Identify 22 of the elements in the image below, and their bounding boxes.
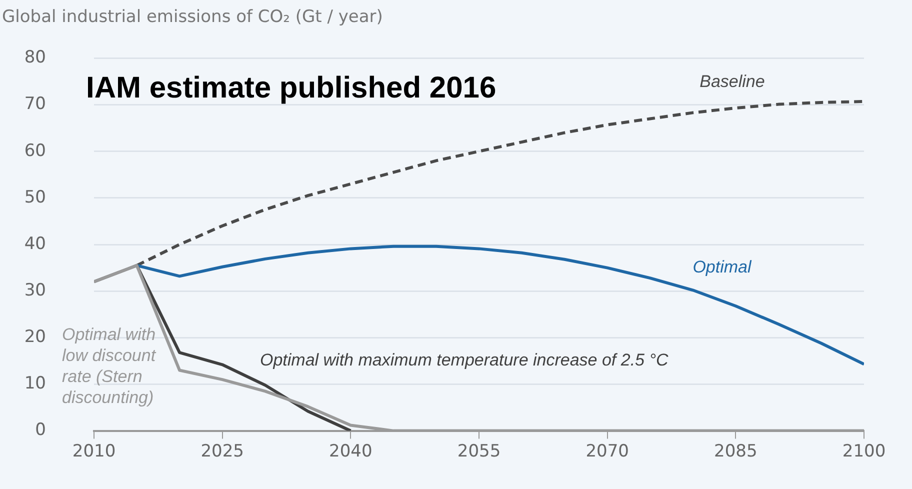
y-tick-label: 0: [35, 420, 46, 440]
y-tick-label: 10: [24, 374, 46, 394]
y-tick-label: 70: [24, 94, 46, 114]
x-tick-label: 2070: [586, 441, 629, 462]
series-label: Optimal with low discount rate (Stern discounting): [62, 324, 157, 407]
x-tick-label: 2100: [842, 441, 886, 462]
x-tick-label: 2085: [714, 441, 758, 462]
y-tick-label: 40: [24, 234, 46, 254]
y-tick-label: 80: [24, 48, 46, 68]
x-tick-label: 2025: [200, 441, 244, 462]
series-label: Baseline: [700, 72, 765, 92]
x-tick-label: 2040: [329, 441, 372, 462]
y-tick-label: 20: [24, 327, 46, 348]
y-tick-label: 30: [24, 280, 46, 300]
series-label: Optimal with maximum temperature increase of 2.5 °C: [260, 350, 670, 370]
chart-title: IAM estimate published 2016: [86, 71, 496, 104]
series-label: Optimal: [692, 257, 752, 276]
y-axis-title: Global industrial emissions of CO₂ (Gt / year): [2, 7, 383, 27]
x-tick-label: 2010: [72, 441, 116, 462]
y-tick-label: 60: [24, 140, 46, 161]
y-tick-label: 50: [24, 187, 46, 208]
x-tick-label: 2055: [457, 441, 501, 462]
